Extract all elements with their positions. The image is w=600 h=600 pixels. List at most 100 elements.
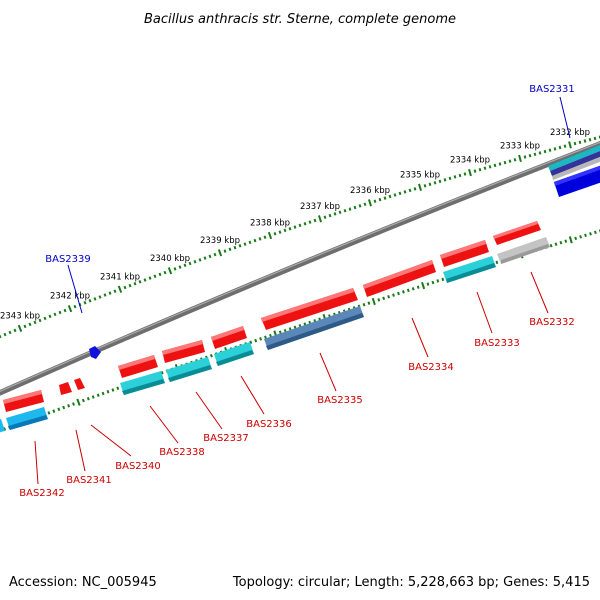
- ruler-dot: [598, 135, 600, 139]
- ruler-dot: [111, 388, 115, 392]
- ruler-dot: [458, 173, 462, 178]
- genome-summary-text: Topology: circular; Length: 5,228,663 bp…: [232, 575, 590, 590]
- ruler-dot: [86, 396, 90, 401]
- ruler-dot: [338, 210, 342, 215]
- ruler-major-tick: [568, 141, 572, 149]
- label-BAS2342[interactable]: BAS2342: [19, 488, 65, 499]
- reverse-gene-BAS2336[interactable]: [214, 342, 254, 366]
- ruler-dot: [248, 240, 252, 245]
- forward-gene-BAS2333[interactable]: [493, 221, 541, 245]
- ruler-dot: [406, 288, 410, 293]
- ruler-dot: [208, 254, 212, 259]
- ruler-dot: [106, 389, 110, 394]
- ruler-dot: [559, 240, 563, 245]
- reverse-gene-BAS2342[interactable]: [0, 407, 48, 433]
- ruler-dot: [523, 155, 527, 159]
- ruler-dot: [382, 296, 386, 301]
- forward-gene-BAS2336[interactable]: [211, 326, 247, 349]
- ruler-major-tick: [67, 304, 73, 313]
- label-BAS2336[interactable]: BAS2336: [246, 419, 292, 430]
- ruler-dot: [397, 291, 400, 296]
- ruler-dot: [558, 145, 562, 150]
- ruler-dot: [133, 281, 137, 286]
- label-BAS2337[interactable]: BAS2337: [203, 433, 249, 444]
- forward-gene-BAS2338[interactable]: [118, 355, 158, 378]
- label-BAS2333[interactable]: BAS2333: [474, 338, 520, 349]
- ruler-dot: [428, 182, 432, 187]
- label-BAS2340[interactable]: BAS2340: [115, 461, 161, 472]
- ruler-dot: [73, 304, 77, 309]
- ruler-dot: [483, 166, 487, 170]
- ruler-major-tick: [371, 297, 376, 306]
- ruler-dot: [594, 230, 597, 235]
- gene-labels: BAS2331 BAS2339 BAS2332 BAS2333 BAS2334 …: [19, 84, 575, 499]
- ruler-major-tick: [17, 324, 23, 333]
- accession-text: Accession: NC_005945: [9, 575, 157, 590]
- ruler-dot: [373, 199, 377, 203]
- ruler-major-tick: [367, 199, 373, 207]
- ruler-dot: [508, 159, 512, 163]
- ruler-dot: [579, 235, 582, 239]
- leader-BAS2336: [240, 375, 265, 415]
- ruler-dot: [328, 213, 332, 218]
- ruler-dot: [273, 232, 277, 236]
- gene-BAS2331-tracks[interactable]: [548, 143, 600, 197]
- kbp-label: 2335 kbp: [400, 170, 440, 180]
- ruler-dot: [411, 287, 415, 291]
- ruler-dot: [188, 261, 192, 266]
- ruler-dot: [3, 332, 7, 337]
- ruler-dot: [198, 258, 202, 262]
- ruler-major-tick: [117, 285, 123, 293]
- ruler-dot: [96, 393, 100, 397]
- label-BAS2338[interactable]: BAS2338: [159, 447, 205, 458]
- label-BAS2339[interactable]: BAS2339: [45, 254, 91, 265]
- ruler-dot: [193, 259, 197, 264]
- kbp-label: 2338 kbp: [250, 219, 290, 229]
- ruler-dot: [293, 225, 297, 229]
- reverse-gene-BAS2332[interactable]: [497, 237, 550, 264]
- ruler-dot: [433, 181, 437, 185]
- ruler-major-tick: [267, 231, 273, 240]
- forward-gene-BAS2341[interactable]: [59, 378, 85, 395]
- ruler-dot: [401, 290, 405, 294]
- reverse-gene-BAS2337[interactable]: [166, 357, 212, 382]
- ruler-dot: [88, 299, 92, 303]
- kbp-label: 2334 kbp: [450, 156, 490, 166]
- label-BAS2335[interactable]: BAS2335: [317, 395, 363, 406]
- ruler-dot: [228, 247, 232, 252]
- ruler-dot: [463, 172, 467, 176]
- ruler-dot: [503, 160, 507, 165]
- ruler-major-tick: [76, 398, 81, 406]
- label-BAS2341[interactable]: BAS2341: [66, 475, 112, 486]
- forward-gene-BAS2334[interactable]: [363, 260, 436, 297]
- ruler-major-tick: [421, 281, 426, 290]
- ruler-dot: [493, 163, 497, 168]
- ruler-dot: [269, 333, 272, 338]
- ruler-major-tick: [568, 236, 573, 244]
- leader-BAS2335: [319, 352, 337, 392]
- reverse-gene-BAS2333[interactable]: [443, 256, 496, 283]
- ruler-dot: [93, 297, 97, 301]
- ruler-dot: [348, 207, 352, 211]
- gene-BAS2339[interactable]: [89, 346, 101, 359]
- label-BAS2332[interactable]: BAS2332: [529, 317, 575, 328]
- label-BAS2334[interactable]: BAS2334: [408, 362, 454, 373]
- forward-gene-BAS2337[interactable]: [162, 340, 205, 363]
- reverse-gene-BAS2335[interactable]: [264, 306, 364, 350]
- label-BAS2331[interactable]: BAS2331: [529, 84, 575, 95]
- forward-gene-BAS2335[interactable]: [261, 288, 358, 330]
- map-title: Bacillus anthracis str. Sterne, complete…: [144, 12, 456, 27]
- forward-gene-BAS2334-right[interactable]: [440, 240, 489, 267]
- ruler-dot: [573, 141, 577, 146]
- kbp-label: 2333 kbp: [500, 141, 540, 151]
- forward-gene-BAS2342[interactable]: [3, 390, 44, 412]
- ruler-dot: [583, 139, 587, 143]
- ruler-dot: [413, 187, 417, 191]
- genome-backbone-highlight: [0, 141, 600, 392]
- ruler-dot: [495, 260, 499, 265]
- kbp-label: 2340 kbp: [150, 254, 190, 264]
- reverse-gene-BAS2338[interactable]: [120, 371, 165, 395]
- ruler-dot: [233, 245, 237, 250]
- ruler-dot: [416, 285, 420, 289]
- kbp-label: 2343 kbp: [0, 311, 40, 321]
